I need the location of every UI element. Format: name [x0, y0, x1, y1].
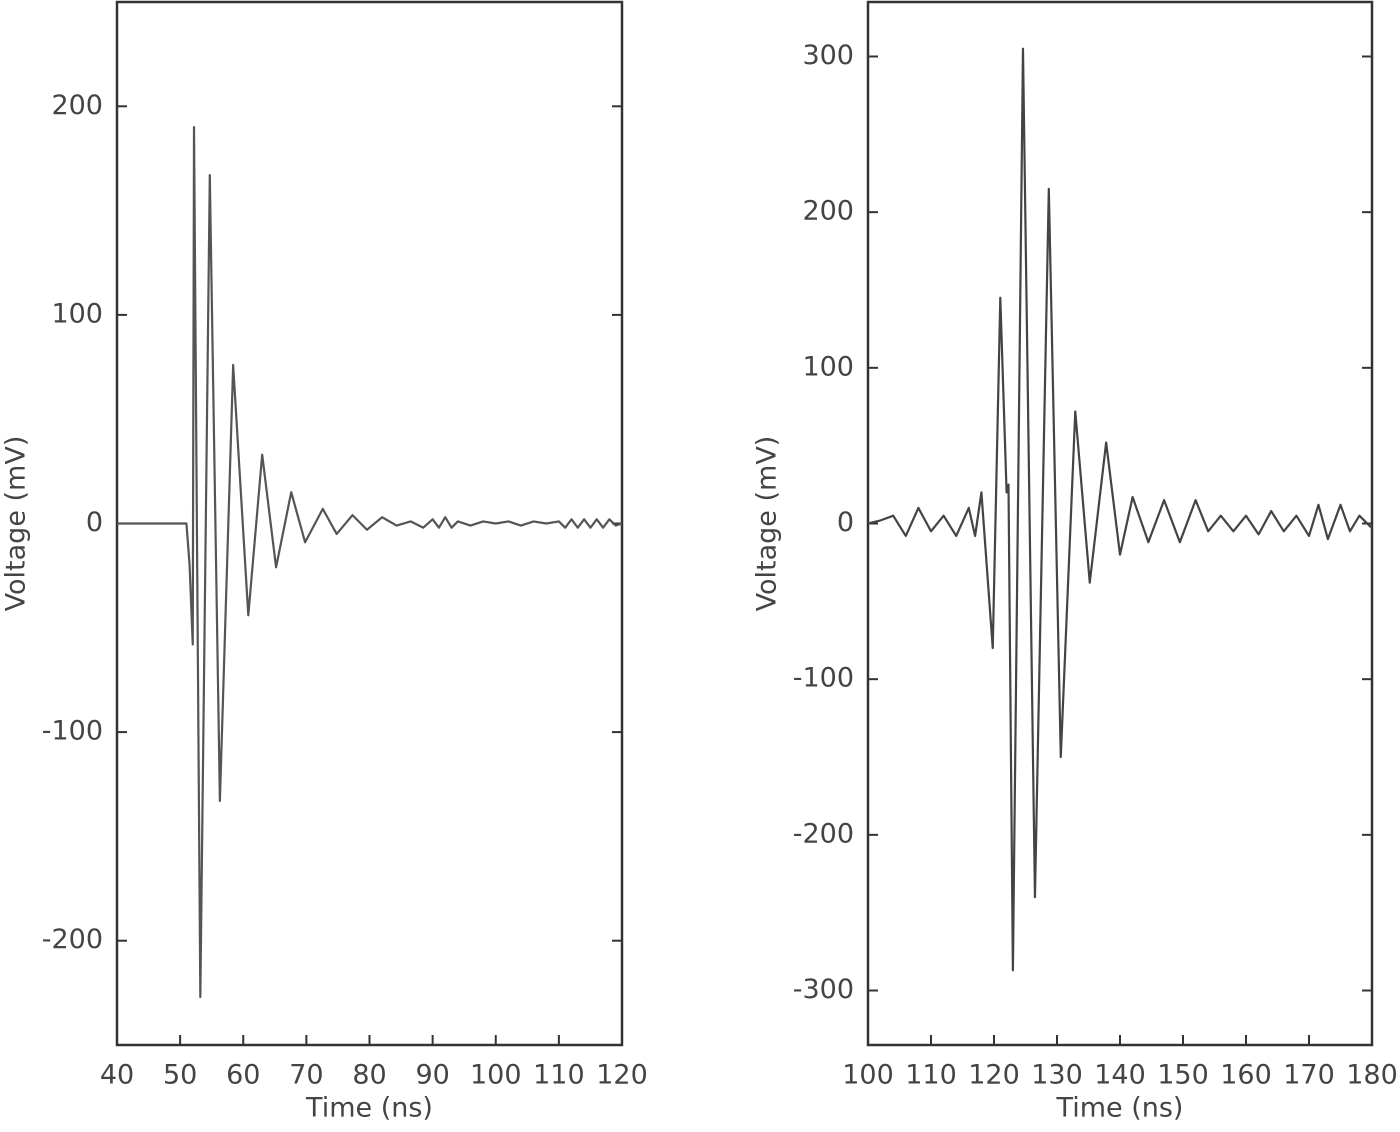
y-tick-label: -200 [793, 818, 854, 849]
y-tick-label: 0 [837, 507, 854, 538]
x-tick-label: 170 [1283, 1060, 1335, 1091]
y-tick-label: -100 [793, 663, 854, 694]
y-tick-label: 200 [51, 90, 103, 121]
x-tick-label: 70 [289, 1060, 323, 1091]
x-tick-label: 60 [226, 1060, 260, 1091]
y-axis-label: Voltage (mV) [752, 436, 783, 612]
x-tick-label: 50 [163, 1060, 197, 1091]
x-tick-label: 150 [1157, 1060, 1209, 1091]
x-tick-label: 40 [100, 1060, 134, 1091]
x-tick-label: 80 [352, 1060, 386, 1091]
x-tick-label: 120 [968, 1060, 1020, 1091]
x-tick-label: 180 [1346, 1060, 1398, 1091]
plot-frame [866, 0, 1374, 1047]
x-tick-label: 120 [596, 1060, 648, 1091]
x-axis-label: Time (ns) [305, 1093, 433, 1124]
y-tick-label: 200 [802, 196, 854, 227]
y-tick-label: -200 [42, 924, 103, 955]
x-tick-label: 110 [533, 1060, 585, 1091]
x-axis-label: Time (ns) [1056, 1093, 1184, 1124]
x-tick-label: 110 [905, 1060, 957, 1091]
y-axis-label: Voltage (mV) [1, 436, 32, 612]
x-tick-label: 130 [1031, 1060, 1083, 1091]
x-tick-label: 100 [470, 1060, 522, 1091]
x-tick-label: 140 [1094, 1060, 1146, 1091]
y-tick-label: 300 [802, 40, 854, 71]
x-tick-label: 100 [842, 1060, 894, 1091]
y-tick-label: -300 [793, 974, 854, 1005]
data-line [867, 47, 1373, 972]
x-tick-label: 160 [1220, 1060, 1272, 1091]
y-tick-label: 0 [86, 507, 103, 538]
y-tick-label: 100 [802, 351, 854, 382]
y-tick-label: -100 [42, 716, 103, 747]
data-line [117, 126, 623, 999]
x-tick-label: 90 [415, 1060, 449, 1091]
y-tick-label: 100 [51, 298, 103, 329]
